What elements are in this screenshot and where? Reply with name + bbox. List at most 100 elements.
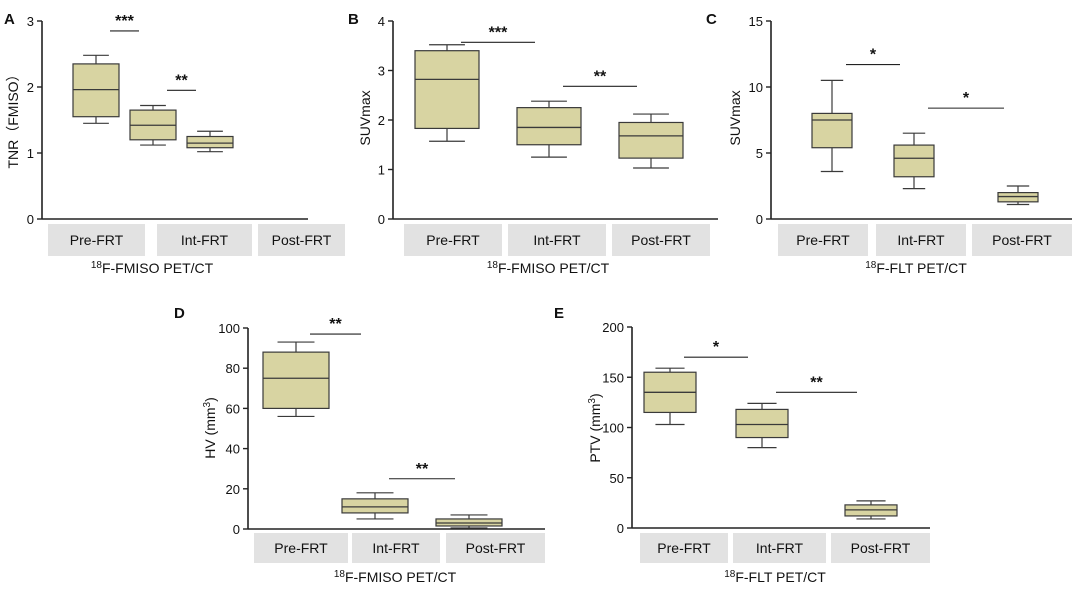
category-label: Post-FRT — [992, 232, 1052, 248]
significance-label: ** — [416, 461, 429, 478]
category-band — [876, 224, 966, 256]
category-band — [446, 533, 545, 563]
y-tick-label: 0 — [378, 212, 385, 227]
box-pre-frt — [262, 341, 330, 418]
box-int-frt — [516, 100, 582, 158]
y-axis-label: SUVmax — [357, 90, 373, 145]
category-band — [157, 224, 252, 256]
iqr-box — [72, 63, 120, 118]
category-band — [612, 224, 710, 256]
box-post-frt — [186, 130, 234, 153]
iqr-box — [618, 121, 684, 159]
x-axis-label: 18F-FMISO PET/CT — [334, 569, 457, 586]
category-band — [640, 533, 728, 563]
category-label: Int-FRT — [181, 232, 229, 248]
significance-label: ** — [329, 316, 342, 333]
y-axis-label: HV (mm3) — [202, 397, 219, 459]
category-label: Post-FRT — [466, 540, 526, 556]
category-band — [404, 224, 502, 256]
y-tick-label: 150 — [602, 370, 624, 385]
category-band — [733, 533, 826, 563]
box-int-frt — [341, 492, 409, 520]
y-tick-label: 100 — [602, 421, 624, 436]
significance-label: * — [870, 47, 877, 64]
box-post-frt — [844, 500, 898, 520]
y-tick-label: 40 — [226, 442, 240, 457]
iqr-box — [341, 498, 409, 514]
y-tick-label: 3 — [378, 64, 385, 79]
category-band — [831, 533, 930, 563]
category-label: Post-FRT — [631, 232, 691, 248]
category-label: Post-FRT — [851, 540, 911, 556]
box-post-frt — [997, 185, 1039, 206]
x-axis-label: 18F-FLT PET/CT — [724, 569, 826, 586]
significance-label: ** — [594, 68, 607, 85]
y-tick-label: 2 — [27, 80, 34, 95]
y-tick-label: 2 — [378, 113, 385, 128]
panel-letter: C — [706, 11, 717, 28]
iqr-box — [186, 135, 234, 149]
significance-label: ** — [810, 374, 823, 391]
y-axis-label: PTV (mm3) — [587, 393, 604, 462]
y-tick-label: 0 — [233, 522, 240, 537]
category-band — [508, 224, 606, 256]
box-pre-frt — [414, 44, 480, 142]
category-band — [258, 224, 345, 256]
category-label: Pre-FRT — [796, 232, 850, 248]
iqr-box — [262, 351, 330, 409]
category-band — [778, 224, 868, 256]
category-label: Pre-FRT — [274, 540, 328, 556]
chart-panel-c: C 0 5 10 15 SUVmax * * Pre-FRT Int-FRT Post-FRT 18F… — [706, 11, 1072, 276]
box-post-frt — [435, 514, 503, 529]
iqr-box — [516, 107, 582, 146]
iqr-box — [893, 144, 935, 178]
box-pre-frt — [72, 54, 120, 124]
y-tick-label: 15 — [749, 14, 763, 29]
category-band — [48, 224, 145, 256]
box-int-frt — [893, 132, 935, 190]
box-post-frt — [618, 113, 684, 169]
panel-letter: E — [554, 305, 564, 322]
x-axis-label: 18F-FMISO PET/CT — [91, 260, 214, 277]
chart-panel-d: D 0 20 40 60 80 100 HV (mm3) ** ** Pre-FRT Int-FRT P… — [174, 305, 545, 585]
y-tick-label: 0 — [756, 212, 763, 227]
category-label: Int-FRT — [897, 232, 945, 248]
iqr-box — [414, 50, 480, 130]
y-tick-label: 20 — [226, 482, 240, 497]
category-label: Pre-FRT — [426, 232, 480, 248]
y-tick-label: 100 — [218, 321, 240, 336]
y-tick-label: 50 — [610, 471, 624, 486]
x-axis-label: 18F-FMISO PET/CT — [487, 260, 610, 277]
category-label: Pre-FRT — [70, 232, 124, 248]
panel-letter: B — [348, 11, 359, 28]
y-tick-label: 0 — [617, 521, 624, 536]
significance-label: * — [963, 90, 970, 107]
y-tick-label: 80 — [226, 361, 240, 376]
y-tick-label: 60 — [226, 401, 240, 416]
significance-label: ** — [175, 72, 188, 89]
y-tick-label: 4 — [378, 14, 385, 29]
iqr-box — [735, 408, 789, 439]
category-band — [352, 533, 440, 563]
y-axis-label: SUVmax — [727, 90, 743, 145]
box-int-frt — [735, 402, 789, 449]
iqr-box — [811, 112, 853, 149]
box-pre-frt — [643, 367, 697, 426]
y-tick-label: 0 — [27, 212, 34, 227]
panel-letter: D — [174, 305, 185, 322]
box-pre-frt — [811, 79, 853, 173]
significance-label: *** — [489, 24, 508, 41]
box-int-frt — [129, 104, 177, 146]
category-label: Int-FRT — [533, 232, 581, 248]
category-label: Int-FRT — [756, 540, 804, 556]
y-tick-label: 1 — [378, 163, 385, 178]
category-label: Post-FRT — [272, 232, 332, 248]
y-tick-label: 5 — [756, 146, 763, 161]
y-tick-label: 1 — [27, 146, 34, 161]
significance-label: * — [713, 339, 720, 356]
y-tick-label: 3 — [27, 14, 34, 29]
significance-label: *** — [115, 13, 134, 30]
